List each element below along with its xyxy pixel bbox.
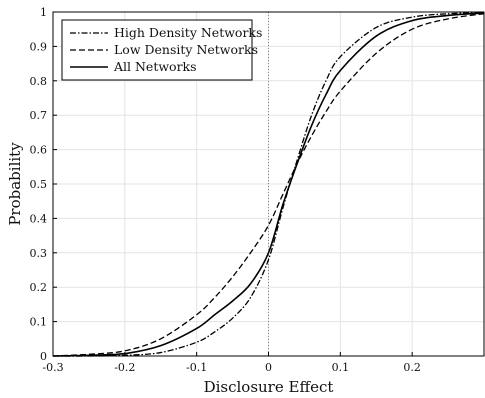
legend-entry-0: High Density Networks — [114, 25, 262, 40]
y-tick-label: 0.6 — [30, 144, 48, 157]
y-tick-label: 0.1 — [30, 316, 48, 329]
y-tick-label: 0.7 — [30, 109, 48, 122]
series-line-2 — [52, 12, 485, 357]
y-axis-label: Probability — [6, 142, 24, 226]
x-tick-label: -0.2 — [114, 361, 135, 374]
x-tick-label: -0.3 — [42, 361, 63, 374]
legend-entry-1: Low Density Networks — [114, 42, 258, 57]
x-tick-label: 0 — [265, 361, 272, 374]
y-tick-label: 0.8 — [30, 75, 48, 88]
y-tick-label: 0.5 — [30, 178, 48, 191]
x-tick-label: 0.2 — [403, 361, 421, 374]
y-tick-label: 0 — [40, 350, 47, 363]
y-tick-label: 0.2 — [30, 281, 48, 294]
series-line-1 — [52, 13, 485, 357]
x-axis-ticks: -0.3 -0.2 -0.1 0 0.1 0.2 — [42, 352, 421, 374]
series-line-0 — [52, 12, 485, 357]
y-axis-ticks: 0 0.1 0.2 0.3 0.4 0.5 0.6 0.7 0.8 0.9 1 — [30, 6, 57, 363]
y-tick-label: 1 — [40, 6, 47, 19]
y-tick-label: 0.3 — [30, 247, 48, 260]
x-tick-label: -0.1 — [186, 361, 207, 374]
legend-entry-2: All Networks — [113, 59, 197, 74]
legend: High Density Networks Low Density Network… — [61, 19, 262, 81]
x-tick-label: 0.1 — [332, 361, 350, 374]
series-layer — [52, 12, 485, 357]
y-tick-label: 0.9 — [30, 40, 48, 53]
x-axis-label: Disclosure Effect — [204, 378, 334, 396]
y-tick-label: 0.4 — [30, 212, 48, 225]
